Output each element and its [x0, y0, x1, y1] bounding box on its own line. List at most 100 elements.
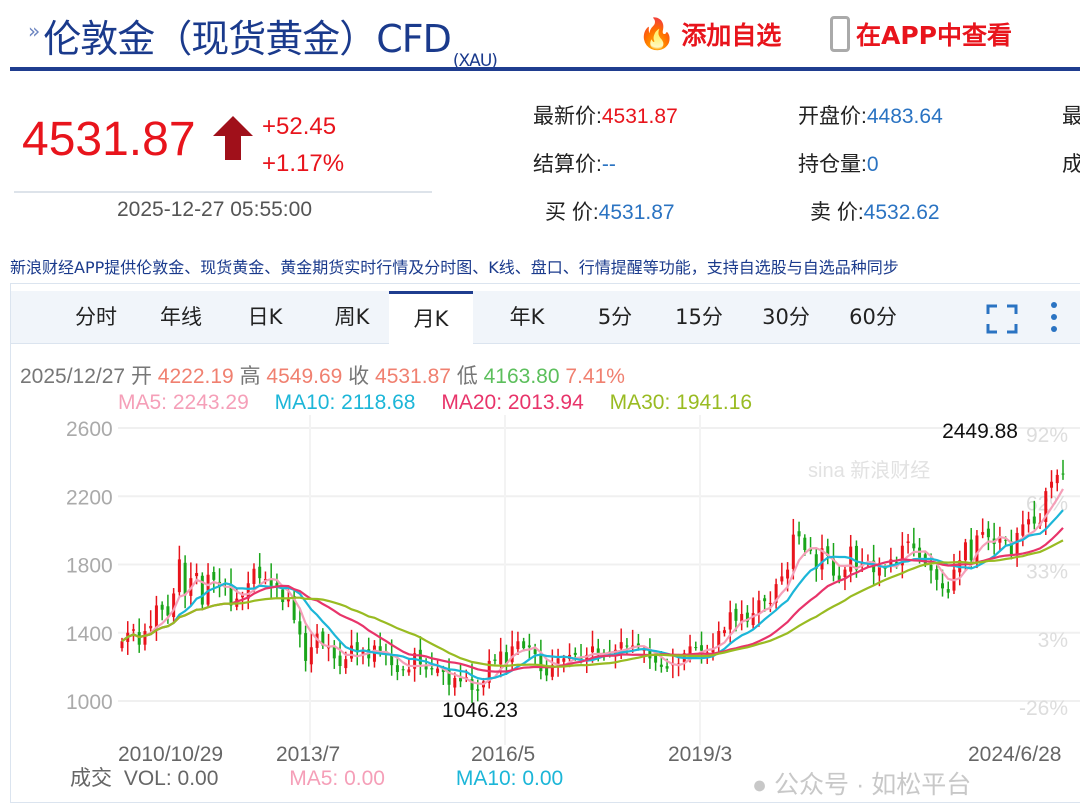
right-tick-label: -26% [1019, 697, 1068, 720]
candle-body [1021, 524, 1025, 536]
tab-周K[interactable]: 周K [334, 305, 370, 329]
fullscreen-icon[interactable] [986, 304, 1018, 334]
change-value: +52.45 [262, 113, 337, 140]
stat-item: 结算价:-- [533, 148, 616, 178]
x-tick-label: 2019/3 [668, 743, 732, 766]
candle-body [281, 589, 285, 603]
view-in-app-button[interactable]: 在APP中查看 [830, 16, 1012, 52]
candle-body [522, 641, 526, 649]
candle-body [906, 541, 910, 544]
right-tick-label: 33% [1026, 561, 1068, 584]
tab-年K[interactable]: 年K [509, 305, 545, 329]
title-text: 伦敦金（现货黄金）CFD [43, 17, 452, 61]
candle-body [763, 598, 767, 602]
stat-label: 最新价: [533, 105, 602, 128]
x-tick-label: 2024/6/28 [968, 743, 1061, 766]
stat-value: 4532.62 [863, 201, 940, 224]
candle-body [292, 596, 296, 620]
candle-body [659, 664, 663, 667]
candle-body [631, 645, 635, 648]
tab-月K[interactable]: 月K [389, 291, 473, 345]
change-percent: +1.17% [262, 150, 345, 177]
candle-body [981, 532, 985, 535]
candle-body [166, 606, 170, 616]
stat-item: 最新价:4531.87 [533, 100, 678, 130]
stat-item: 最 [1062, 100, 1080, 130]
candle-body [625, 645, 629, 647]
stat-value: -- [601, 153, 616, 176]
candle-body [797, 531, 801, 537]
tab-30分[interactable]: 30分 [762, 305, 810, 329]
candle-body [160, 604, 164, 610]
stat-value: 0 [866, 153, 879, 176]
tab-年线[interactable]: 年线 [160, 305, 202, 329]
candle-body [533, 649, 537, 655]
max-price-label: 2449.88 [942, 420, 1018, 443]
tab-分时[interactable]: 分时 [75, 305, 117, 329]
candle-body [413, 653, 417, 669]
tab-日K[interactable]: 日K [247, 305, 283, 329]
low-label: 低 [456, 365, 478, 388]
candle-body [998, 536, 1002, 543]
kline-chart[interactable]: 10001400180022002600-26%3%33%62%92%sina … [0, 415, 1080, 797]
close-label: 收 [348, 365, 370, 388]
add-watchlist-button[interactable]: 🔥 添加自选 [638, 16, 781, 52]
candle-body [304, 633, 308, 661]
candle-body [1015, 532, 1019, 554]
candle-body [418, 649, 422, 665]
sina-watermark: sina 新浪财经 [808, 459, 930, 482]
ma-legend: MA5: 2243.29 MA10: 2118.68 MA20: 2013.94… [118, 391, 772, 415]
y-tick-label: 2600 [66, 418, 113, 441]
candle-body [131, 629, 135, 631]
stat-item: 卖 价:4532.62 [810, 196, 940, 226]
candle-body [1055, 474, 1059, 484]
candle-body [378, 646, 382, 654]
candle-body [591, 646, 594, 653]
candle-body [963, 542, 967, 561]
tab-15分[interactable]: 15分 [675, 305, 723, 329]
ma5-legend: MA5: 2243.29 [118, 391, 249, 414]
candle-body [831, 558, 835, 576]
ma20-legend: MA20: 2013.94 [441, 391, 584, 414]
ma30-legend: MA30: 1941.16 [609, 391, 753, 414]
more-icon[interactable] [1049, 299, 1059, 335]
candle-body [539, 653, 543, 672]
candle-body [757, 600, 761, 614]
tab-60分[interactable]: 60分 [849, 305, 897, 329]
candle-body [499, 651, 503, 665]
volume-value: VOL: 0.00 [123, 767, 219, 790]
description-text: 新浪财经APP提供伦敦金、现货黄金、黄金期货实时行情及分时图、K线、盘口、行情提… [10, 258, 899, 277]
candle-body [527, 645, 531, 648]
candle-body [453, 677, 457, 688]
candle-body [1032, 516, 1036, 524]
symbol-code: (XAU) [452, 51, 498, 71]
candle-body [120, 641, 124, 649]
y-tick-label: 1000 [66, 691, 113, 714]
chart-tabs: 分时 年线 日K 周K 月K 年K 5分 15分 30分 60分 [11, 291, 1080, 345]
ohlc-info: 2025/12/27 开 4222.19 高 4549.69 收 4531.87… [20, 360, 625, 390]
open-value: 4222.19 [157, 365, 234, 388]
y-tick-label: 2200 [66, 486, 113, 509]
x-tick-label: 2013/7 [276, 743, 340, 766]
candle-body [941, 583, 945, 589]
candle-body [1009, 541, 1013, 556]
candle-body [986, 528, 990, 538]
volume-legend: 成交 VOL: 0.00 MA5: 0.00 MA10: 0.00 [70, 762, 563, 792]
candle-body [493, 659, 497, 661]
candle-body [212, 572, 216, 580]
candle-body [975, 535, 979, 563]
tab-5分[interactable]: 5分 [597, 305, 633, 329]
up-arrow-icon [213, 116, 253, 160]
candle-body [814, 554, 818, 569]
candle-body [619, 642, 623, 649]
candle-body [545, 667, 549, 676]
candle-body [430, 668, 434, 670]
high-label: 高 [239, 365, 261, 388]
ma5-line [121, 488, 1064, 686]
stat-item: 成 [1062, 148, 1080, 178]
candle-body [309, 647, 313, 665]
candle-body [935, 569, 939, 580]
candle-body [722, 630, 726, 634]
candle-body [912, 543, 916, 549]
candle-body [470, 679, 474, 690]
